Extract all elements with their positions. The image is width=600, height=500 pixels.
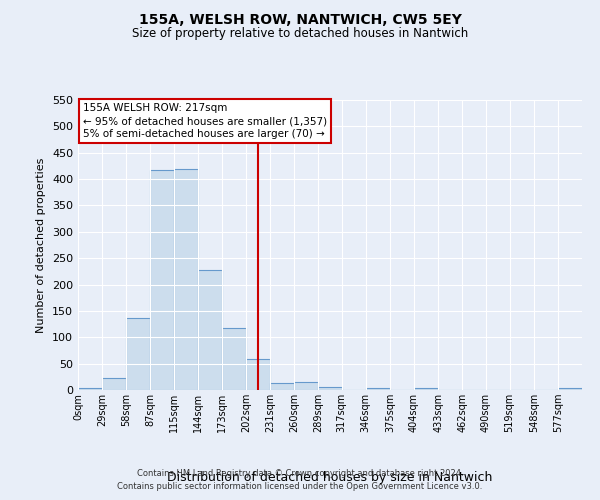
Text: Size of property relative to detached houses in Nantwich: Size of property relative to detached ho… bbox=[132, 28, 468, 40]
X-axis label: Distribution of detached houses by size in Nantwich: Distribution of detached houses by size … bbox=[167, 471, 493, 484]
Bar bbox=[78, 388, 102, 390]
Text: Contains public sector information licensed under the Open Government Licence v3: Contains public sector information licen… bbox=[118, 482, 482, 491]
Text: 155A, WELSH ROW, NANTWICH, CW5 5EY: 155A, WELSH ROW, NANTWICH, CW5 5EY bbox=[139, 12, 461, 26]
Text: Contains HM Land Registry data © Crown copyright and database right 2024.: Contains HM Land Registry data © Crown c… bbox=[137, 468, 463, 477]
Y-axis label: Number of detached properties: Number of detached properties bbox=[37, 158, 46, 332]
Bar bbox=[173, 168, 198, 390]
Bar bbox=[366, 388, 390, 390]
Bar bbox=[294, 382, 319, 390]
Bar bbox=[414, 388, 438, 390]
Text: 155A WELSH ROW: 217sqm
← 95% of detached houses are smaller (1,357)
5% of semi-d: 155A WELSH ROW: 217sqm ← 95% of detached… bbox=[83, 103, 327, 140]
Bar bbox=[222, 328, 246, 390]
Bar bbox=[126, 318, 151, 390]
Bar bbox=[198, 270, 222, 390]
Bar bbox=[246, 359, 270, 390]
Bar bbox=[319, 387, 341, 390]
Bar bbox=[558, 388, 582, 390]
Bar bbox=[270, 383, 294, 390]
Bar bbox=[151, 170, 173, 390]
Bar bbox=[102, 378, 126, 390]
